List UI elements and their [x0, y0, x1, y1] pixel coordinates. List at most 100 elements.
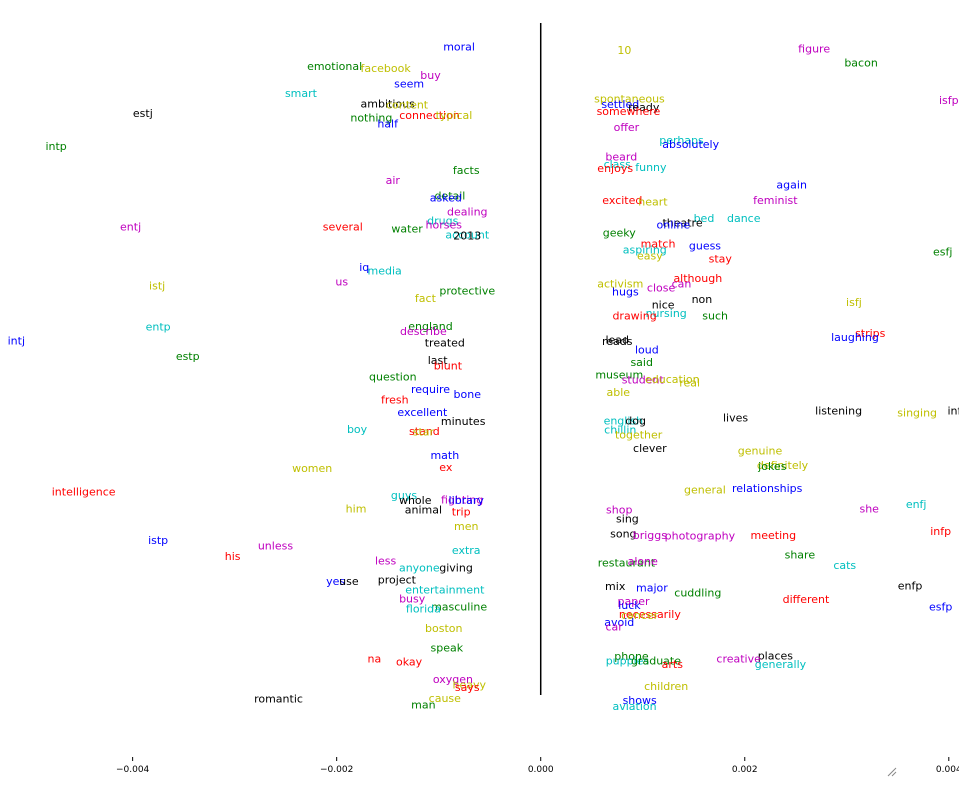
word-label: laughing [831, 331, 879, 344]
word-label: ambitious [361, 97, 416, 110]
word-label: question [369, 370, 417, 383]
word-label: offer [614, 121, 640, 134]
word-label: excited [602, 194, 642, 207]
word-label: absolutely [662, 138, 719, 151]
word-label: real [679, 376, 700, 389]
word-label: media [367, 264, 401, 277]
word-label: whole [399, 494, 432, 507]
word-label: strips [855, 327, 886, 340]
word-label: smart [285, 87, 318, 100]
word-label: lives [723, 412, 748, 425]
word-label: paper [618, 595, 650, 608]
word-label: spontaneous [594, 93, 665, 106]
word-label: asked [430, 192, 462, 205]
word-label: heavy [453, 678, 487, 691]
word-label: creative [716, 653, 761, 666]
word-label: seem [394, 78, 424, 91]
word-label: listening [815, 404, 862, 417]
word-label: content [386, 99, 429, 112]
word-label: easy [637, 249, 663, 262]
word-label: fresh [381, 393, 409, 406]
word-label: his [225, 550, 241, 563]
word-label: briggs [633, 529, 668, 542]
word-label: car [606, 621, 624, 634]
word-label: activism [597, 277, 643, 290]
word-label: infj [947, 404, 959, 417]
word-label: estj [133, 107, 153, 120]
word-label: funny [635, 161, 667, 174]
word-label: facts [453, 164, 480, 177]
word-label: na [368, 653, 382, 666]
word-label: us [335, 275, 348, 288]
word-label: detail [434, 190, 465, 203]
word-label: okay [396, 655, 423, 668]
word-label: online [657, 218, 691, 231]
word-label: phone [614, 650, 649, 663]
word-label: nursing [646, 307, 687, 320]
word-label: ready [628, 101, 660, 114]
word-label: beard [605, 150, 637, 163]
x-tick-label: 0.002 [732, 765, 758, 775]
word-label: loud [635, 344, 659, 357]
word-label: entertainment [405, 583, 485, 596]
word-label: clever [633, 442, 667, 455]
word-label: singing [897, 406, 937, 419]
word-label: intelligence [52, 486, 116, 499]
word-label: aviation [613, 700, 657, 713]
word-label: dog [625, 414, 646, 427]
word-label: esfj [933, 245, 952, 258]
word-label: although [673, 272, 722, 285]
word-label: restaurant [598, 556, 656, 569]
word-label: match [641, 237, 676, 250]
word-label: yes [326, 575, 345, 588]
word-label: figure [798, 42, 830, 55]
word-label: isfj [846, 296, 862, 309]
word-label: said [630, 356, 653, 369]
word-label: 2013 [453, 230, 481, 243]
word-label: jokes [757, 460, 787, 473]
word-label: student [622, 374, 665, 387]
word-label: men [454, 520, 478, 533]
word-label: perhaps [659, 134, 704, 147]
word-label: bed [694, 212, 715, 225]
word-label: drugs [427, 215, 458, 228]
word-label: enfj [906, 498, 927, 511]
word-label: enjoys [597, 162, 633, 175]
word-label: boston [425, 622, 462, 635]
word-label: generally [755, 658, 807, 671]
word-label: emotional [307, 60, 362, 73]
word-label: shows [623, 694, 657, 707]
word-label: esfp [929, 600, 952, 613]
x-axis-ticks: −0.004 −0.002 0.000 0.002 0.004 [116, 757, 959, 775]
word-label: connection [399, 109, 460, 122]
word-label: anyone [399, 562, 440, 575]
word-label: nothing [350, 112, 392, 125]
word-label: project [378, 573, 417, 586]
word-label: again [776, 179, 807, 192]
word-label: children [644, 680, 688, 693]
word-label: entj [120, 220, 141, 233]
x-tick-label: −0.002 [320, 765, 353, 775]
word-label: can [672, 277, 692, 290]
word-label: boy [347, 423, 368, 436]
word-label: romantic [254, 693, 303, 706]
word-label: chillin [604, 423, 636, 436]
word-label: dealing [447, 205, 488, 218]
word-label: bacon [844, 57, 878, 70]
word-label: use [339, 575, 359, 588]
word-label: dance [727, 212, 761, 225]
word-label: guys [391, 489, 417, 502]
word-label: florida [406, 602, 441, 615]
word-label: intj [8, 334, 25, 347]
word-label: guess [689, 239, 721, 252]
word-label: able [606, 386, 630, 399]
word-label: necessarily [619, 608, 681, 621]
word-label: says [455, 681, 480, 694]
word-label: genuine [738, 444, 783, 457]
word-label: lead [605, 334, 629, 347]
word-label: account [445, 228, 490, 241]
word-label: oxygen [433, 673, 473, 686]
word-label: she [859, 503, 879, 516]
word-label: trip [452, 505, 471, 518]
word-label: isfp [939, 94, 959, 107]
